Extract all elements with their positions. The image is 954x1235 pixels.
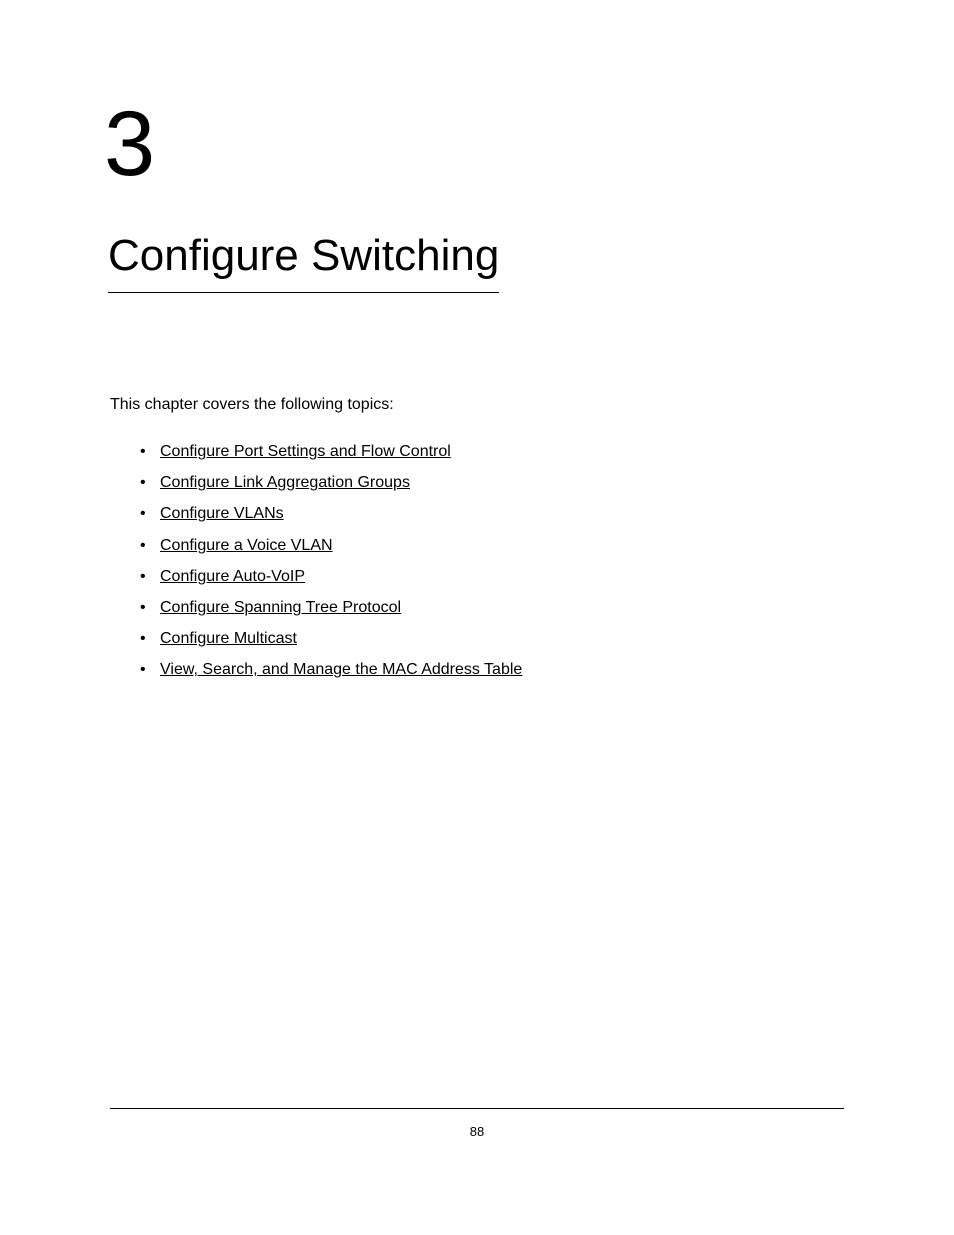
topic-link[interactable]: Configure Multicast [160,629,297,648]
chapter-intro: This chapter covers the following topics… [110,396,394,414]
page-number: 88 [0,1124,954,1139]
bullet-icon: • [140,536,160,555]
bullet-icon: • [140,567,160,586]
list-item: • Configure Link Aggregation Groups [140,473,840,492]
topic-link[interactable]: Configure a Voice VLAN [160,536,333,555]
bullet-icon: • [140,442,160,461]
bullet-icon: • [140,504,160,523]
list-item: • View, Search, and Manage the MAC Addre… [140,660,840,679]
topic-link[interactable]: Configure Port Settings and Flow Control [160,442,451,461]
page: 3 Configure Switching This chapter cover… [0,0,954,1235]
list-item: • Configure a Voice VLAN [140,536,840,555]
topic-link[interactable]: Configure Link Aggregation Groups [160,473,410,492]
topic-link[interactable]: Configure VLANs [160,504,284,523]
bullet-icon: • [140,598,160,617]
list-item: • Configure Port Settings and Flow Contr… [140,442,840,461]
footer-divider [110,1108,844,1109]
list-item: • Configure VLANs [140,504,840,523]
bullet-icon: • [140,660,160,679]
list-item: • Configure Auto-VoIP [140,567,840,586]
bullet-icon: • [140,629,160,648]
chapter-title: Configure Switching [108,232,499,293]
topic-link[interactable]: Configure Spanning Tree Protocol [160,598,401,617]
topics-list: • Configure Port Settings and Flow Contr… [140,430,840,680]
list-item: • Configure Spanning Tree Protocol [140,598,840,617]
topic-link[interactable]: View, Search, and Manage the MAC Address… [160,660,522,679]
bullet-icon: • [140,473,160,492]
list-item: • Configure Multicast [140,629,840,648]
chapter-number: 3 [104,98,155,190]
topic-link[interactable]: Configure Auto-VoIP [160,567,305,586]
